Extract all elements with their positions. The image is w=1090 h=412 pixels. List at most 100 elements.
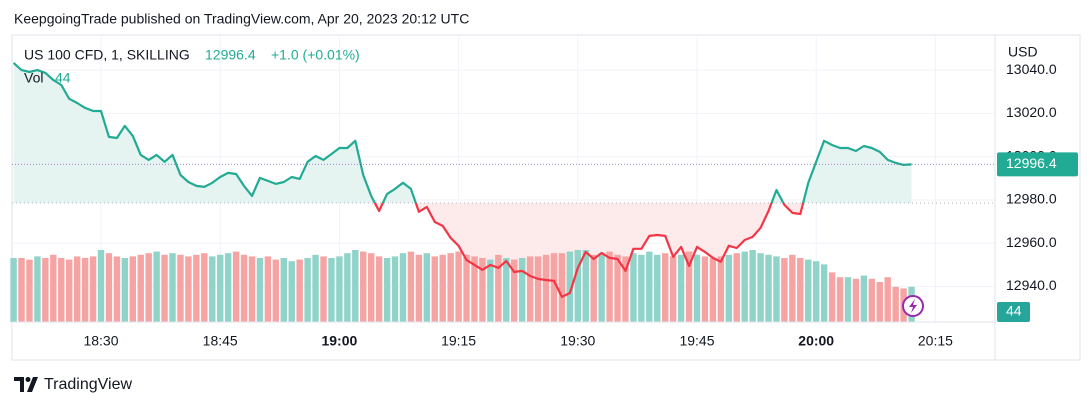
y-tick-label: 12940.0 [1006,277,1057,293]
y-tick-label: 13020.0 [1006,104,1057,120]
last-volume: 44 [55,70,71,86]
volume-bar [447,253,454,322]
volume-bar [606,251,613,322]
volume-bar [598,253,605,322]
volume-bar [296,259,303,322]
volume-bar [367,253,375,322]
volume-bar [42,258,49,322]
volume-bar [479,258,486,322]
x-tick-label: 18:45 [203,333,238,349]
volume-bar [487,259,494,322]
volume-bar [511,259,518,322]
volume-bar [193,254,200,322]
volume-bar [741,251,748,322]
x-tick-label: 19:45 [679,333,714,349]
volume-bar [10,258,17,322]
volume-bar [868,278,876,322]
volume-bar [248,256,256,322]
x-tick-label: 20:15 [918,333,953,349]
volume-bar [217,254,224,322]
volume-bar [725,254,732,322]
volume-bar [813,261,820,322]
volume-bar [264,256,272,322]
volume-bar [50,254,57,322]
volume-bar [765,254,772,322]
brand: TradingView [44,376,132,393]
volume-bar [828,272,836,322]
area-above [13,62,912,203]
volume-bar [534,256,542,322]
volume-name: Vol [24,70,43,86]
volume-bar [669,256,677,322]
price-line-below [373,202,805,298]
volume-bar [312,254,319,322]
volume-bar [463,254,470,322]
volume-bar [26,259,33,322]
volume-bar [113,256,121,322]
volume-bar [749,250,756,322]
volume-bar [455,251,462,322]
volume-bar [709,258,717,322]
price-label-box [997,152,1078,177]
volume-bar [185,256,192,322]
volume-bar [224,253,232,322]
volume-bar [58,258,65,322]
volume-bar [693,254,701,322]
volume-bar [844,277,852,322]
volume-bar [797,258,804,322]
volume-bar [256,258,264,322]
volume-bar [892,286,899,322]
volume-bar [495,254,502,322]
x-tick-label: 18:30 [83,333,118,349]
volume-label: 44 [1006,303,1022,319]
volume-bar [161,254,168,322]
price-line-above [12,62,912,203]
volume-bar [423,253,431,322]
volume-label-box [997,302,1030,322]
volume-bar [820,264,828,322]
volume-bar [717,256,725,322]
volume-bar [280,258,287,322]
volume-bar [582,250,589,322]
volume-bar [805,259,812,322]
volume-bar [81,258,89,322]
volume-bar [375,256,383,322]
volume-bar [471,256,478,322]
volume-bar [431,256,438,322]
volume-bar [201,253,208,322]
brand-logo [14,377,38,392]
volume-bar [89,256,97,322]
volume-bar [614,254,621,322]
volume-bar [272,259,280,322]
volume-bar [757,253,764,322]
volume-bar [654,254,661,322]
volume-bar [781,258,788,322]
volume-bar [638,254,645,322]
volume-bar [383,258,391,322]
volume-bar [391,256,399,322]
volume-bar [733,253,740,322]
volume-bar [209,256,216,322]
x-tick-label: 19:00 [321,333,357,349]
volume-bar [884,277,891,322]
volume-bar [344,253,351,322]
y-tick-label: 12960.0 [1006,234,1057,250]
last-price: 12996.4 [205,47,256,63]
volume-bar [852,278,860,322]
x-tick-label: 19:15 [441,333,476,349]
volume-bar [630,253,637,322]
volume-bar [574,250,582,322]
volume-bar [399,253,407,322]
volume-bar [18,258,25,322]
volume-bar [34,256,41,322]
x-tick-label: 20:00 [798,333,834,349]
volume-bar [328,258,335,322]
volume-bar [415,254,423,322]
volume-bar [153,251,160,322]
volume-bar [145,253,152,322]
volume-bar [789,254,796,322]
volume-bar [73,256,81,322]
volume-bar [773,256,780,322]
